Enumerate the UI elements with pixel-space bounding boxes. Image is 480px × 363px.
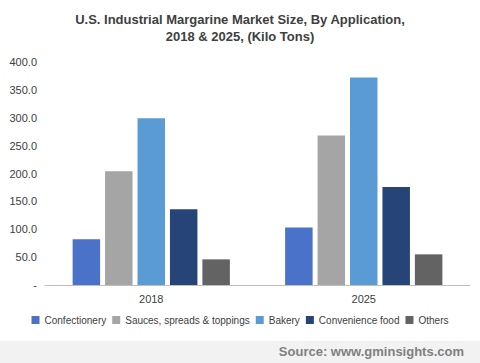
svg-text:2018: 2018 (139, 293, 163, 305)
svg-text:2018 & 2025, (Kilo Tons): 2018 & 2025, (Kilo Tons) (166, 29, 315, 44)
svg-text:200.0: 200.0 (9, 168, 37, 180)
svg-text:2025: 2025 (352, 293, 376, 305)
svg-text:350.0: 350.0 (9, 84, 37, 96)
svg-text:Convenience food: Convenience food (319, 315, 400, 326)
svg-text:Confectionery: Confectionery (45, 315, 107, 326)
svg-text:Others: Others (418, 315, 448, 326)
svg-text:U.S. Industrial Margarine Mark: U.S. Industrial Margarine Market Size, B… (75, 12, 405, 27)
svg-text:Source: www.gminsights.com: Source: www.gminsights.com (279, 344, 464, 359)
svg-text:400.0: 400.0 (9, 56, 37, 68)
svg-text:250.0: 250.0 (9, 140, 37, 152)
svg-text:300.0: 300.0 (9, 112, 37, 124)
svg-text:-: - (33, 279, 37, 291)
svg-text:50.0: 50.0 (16, 251, 37, 263)
svg-text:100.0: 100.0 (9, 223, 37, 235)
svg-text:Sauces, spreads & toppings: Sauces, spreads & toppings (125, 315, 250, 326)
svg-text:Bakery: Bakery (269, 315, 300, 326)
svg-text:150.0: 150.0 (9, 195, 37, 207)
